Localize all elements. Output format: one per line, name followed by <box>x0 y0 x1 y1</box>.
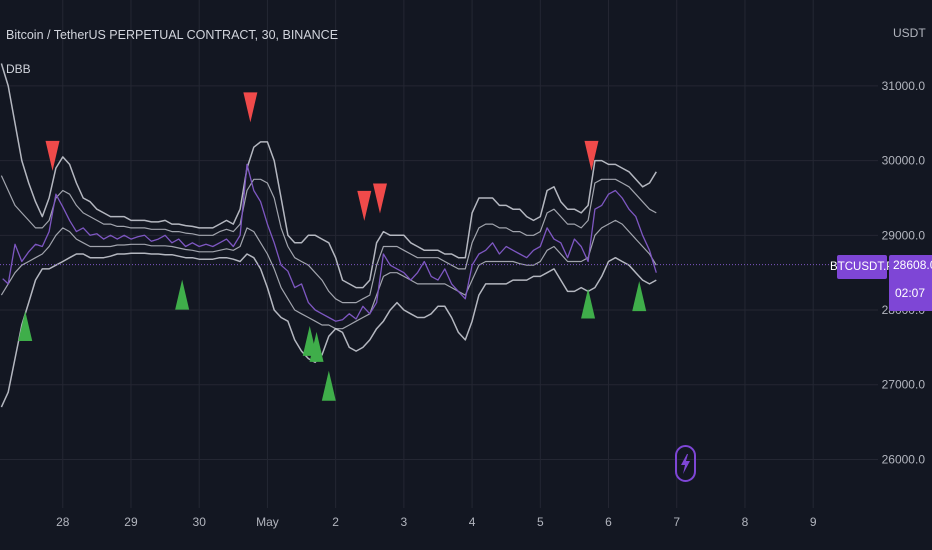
time-tick-label: 30 <box>193 515 207 529</box>
sell-signal-triangle <box>584 140 599 171</box>
time-tick-label: 3 <box>401 515 408 529</box>
price-tick-label: 27000.0 <box>882 378 926 392</box>
grid <box>0 0 878 508</box>
price-series <box>2 163 657 322</box>
buy-signal-triangle <box>632 281 647 312</box>
price-tick-label: 26000.0 <box>882 452 926 466</box>
price-axis-unit: USDT <box>893 26 926 40</box>
sell-signal-triangle <box>357 190 372 221</box>
time-axis[interactable]: 28 29 30 May 2 3 4 5 6 7 8 9 <box>56 515 817 529</box>
band-outer-upper <box>0 63 657 289</box>
buy-signal-triangle <box>581 288 596 319</box>
symbol-tag: BTCUSDT.P <box>830 255 894 279</box>
time-tick-label: 8 <box>742 515 749 529</box>
time-tick-label: May <box>256 515 279 529</box>
lightning-icon[interactable] <box>675 445 696 482</box>
price-tick-label: 29000.0 <box>882 228 926 242</box>
time-tick-label: 6 <box>605 515 612 529</box>
band-outer-lower <box>0 252 657 408</box>
last-price-tag: 28608.0 02:07 <box>889 255 932 311</box>
sell-signal-triangle <box>243 92 258 123</box>
sell-signal-triangle <box>372 183 387 214</box>
band-inner-upper <box>0 175 657 304</box>
symbol-tag-label: BTCUSDT.P <box>830 261 894 273</box>
last-price-value: 28608.0 <box>893 258 932 272</box>
indicator-label[interactable]: DBB <box>6 62 31 76</box>
price-tick-label: 31000.0 <box>882 79 926 93</box>
bollinger-bands <box>0 63 657 408</box>
time-tick-label: 5 <box>537 515 544 529</box>
time-tick-label: 7 <box>673 515 680 529</box>
buy-signal-triangle <box>175 279 190 310</box>
buy-signal-triangle <box>321 370 336 401</box>
symbol-title[interactable]: Bitcoin / TetherUS PERPETUAL CONTRACT, 3… <box>6 28 339 42</box>
price-tick-label: 30000.0 <box>882 154 926 168</box>
signal-markers <box>18 92 647 401</box>
buy-signal-triangle <box>309 331 324 362</box>
time-tick-label: 29 <box>124 515 138 529</box>
sell-signal-triangle <box>45 140 60 171</box>
time-tick-label: 28 <box>56 515 70 529</box>
band-inner-lower <box>0 219 657 330</box>
time-tick-label: 9 <box>810 515 817 529</box>
time-tick-label: 2 <box>332 515 339 529</box>
candle-countdown: 02:07 <box>895 286 926 300</box>
price-line <box>2 163 657 322</box>
time-tick-label: 4 <box>469 515 476 529</box>
buy-signal-triangle <box>18 310 33 341</box>
